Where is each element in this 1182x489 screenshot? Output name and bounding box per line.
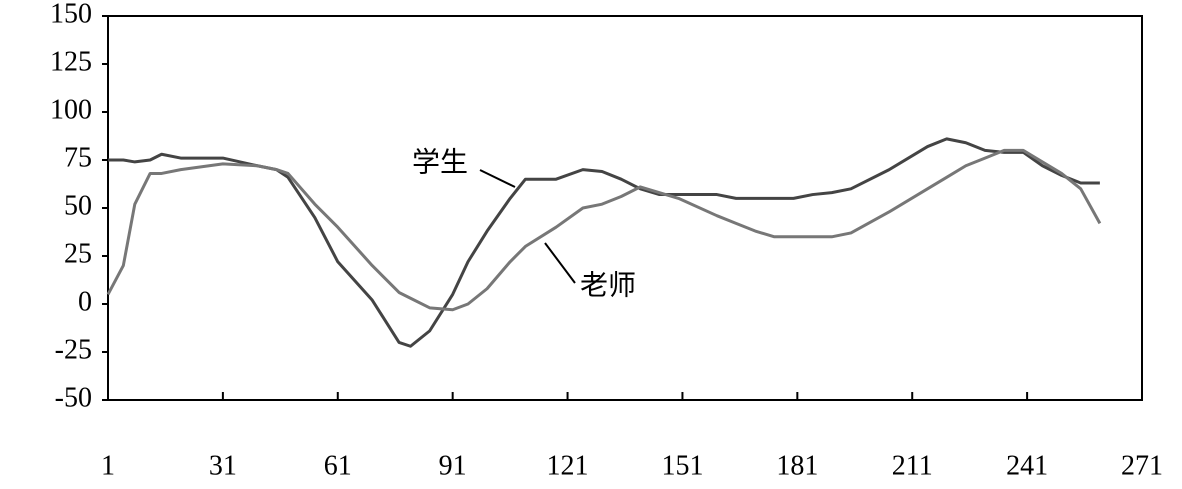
leader-line <box>479 169 516 188</box>
x-tick-label: 241 <box>1006 450 1048 481</box>
x-tick-label: 181 <box>776 450 818 481</box>
x-tick-label: 211 <box>892 450 933 481</box>
y-tick-label: 150 <box>50 0 92 29</box>
x-tick-label: 61 <box>324 450 352 481</box>
series-line <box>108 137 1100 348</box>
series-label: 学生 <box>412 146 468 178</box>
x-tick-label: 91 <box>439 450 467 481</box>
plot-frame <box>107 15 1143 401</box>
y-tick-label: 75 <box>64 142 92 173</box>
x-tick-label: 271 <box>1121 450 1163 481</box>
y-tick-label: 0 <box>78 286 92 317</box>
y-tick-label: 25 <box>64 238 92 269</box>
series-label: 老师 <box>580 269 636 301</box>
x-tick-label: 121 <box>547 450 589 481</box>
y-tick-label: 100 <box>50 94 92 125</box>
y-tick-label: 125 <box>50 46 92 77</box>
x-tick-label: 31 <box>209 450 237 481</box>
series-line <box>106 148 1102 312</box>
y-tick-label: 50 <box>64 190 92 221</box>
x-tick-label: 1 <box>101 450 115 481</box>
leader-line <box>544 242 576 284</box>
x-tick-label: 151 <box>661 450 703 481</box>
y-tick-label: -50 <box>55 382 92 413</box>
y-tick-label: -25 <box>55 334 92 365</box>
